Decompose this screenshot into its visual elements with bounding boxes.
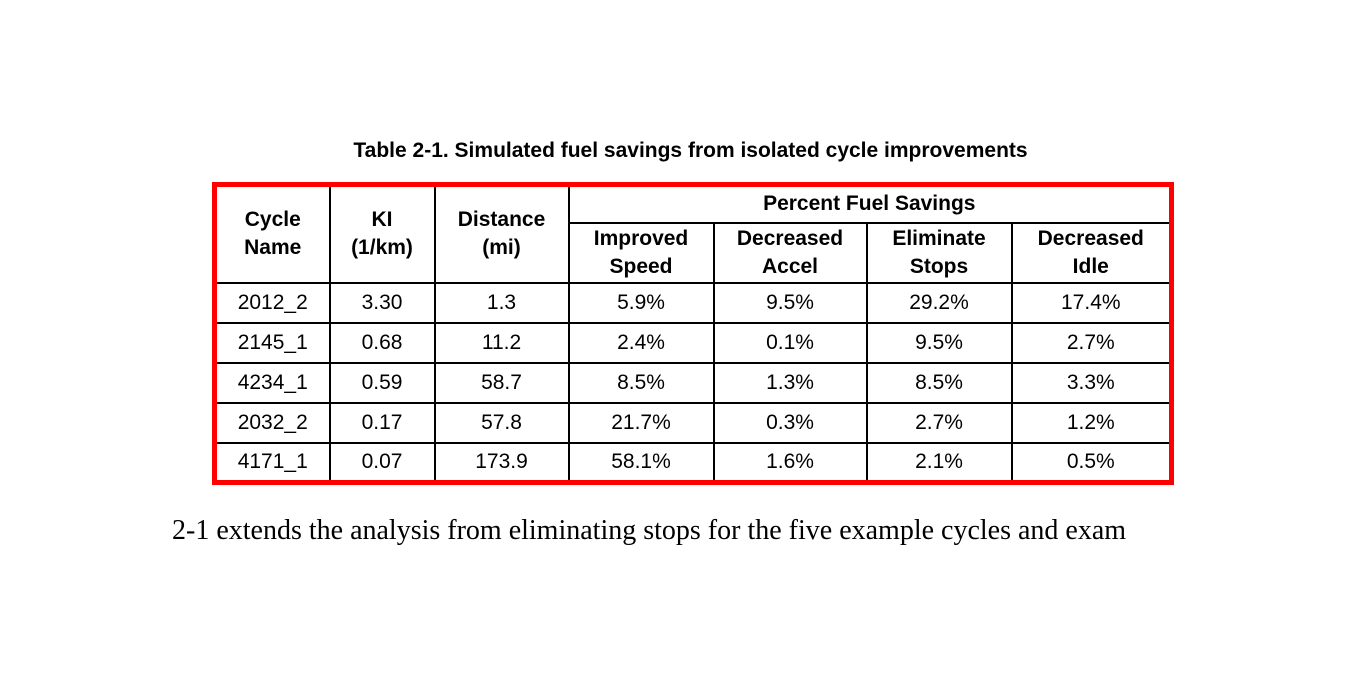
cell-eliminate-stops: 8.5% [865, 361, 1013, 404]
cell-decreased-accel: 1.3% [712, 361, 868, 404]
cell-eliminate-stops: 29.2% [865, 281, 1013, 324]
cell-eliminate-stops: 2.7% [865, 401, 1013, 444]
cell-eliminate-stops: 9.5% [865, 321, 1013, 364]
cell-cycle-name: 2145_1 [213, 321, 331, 364]
cell-decreased-accel: 0.3% [712, 401, 868, 444]
cell-decreased-idle: 2.7% [1010, 321, 1173, 364]
cell-cycle-name: 2012_2 [213, 281, 331, 324]
fuel-savings-table: Cycle Name KI (1/km) Distance (mi) Perce… [212, 182, 1175, 485]
cell-ki: 0.17 [328, 401, 436, 444]
cell-distance: 58.7 [433, 361, 570, 404]
table-row: 2012_2 3.30 1.3 5.9% 9.5% 29.2% 17.4% [213, 281, 1173, 324]
header-row-sub: Improved Speed Decreased Accel Eliminate… [215, 221, 1173, 284]
cell-ki: 3.30 [328, 281, 436, 324]
cell-ki: 0.68 [328, 321, 436, 364]
cell-improved-speed: 58.1% [567, 441, 715, 484]
cell-cycle-name: 4171_1 [213, 441, 331, 484]
cell-decreased-accel: 9.5% [712, 281, 868, 324]
cell-cycle-name: 4234_1 [213, 361, 331, 404]
cell-distance: 173.9 [433, 441, 570, 484]
header-row-group: Cycle Name KI (1/km) Distance (mi) Perce… [213, 183, 1173, 284]
col-header-improved-speed: Improved Speed [567, 221, 715, 284]
cell-decreased-idle: 17.4% [1010, 281, 1173, 324]
col-header-decreased-accel: Decreased Accel [712, 221, 868, 284]
cell-distance: 1.3 [433, 281, 570, 324]
table-row: 4171_1 0.07 173.9 58.1% 1.6% 2.1% 0.5% [213, 441, 1173, 484]
cell-improved-speed: 21.7% [567, 401, 715, 444]
cell-distance: 57.8 [433, 401, 570, 444]
cell-decreased-idle: 0.5% [1010, 441, 1173, 484]
table-row: 2145_1 0.68 11.2 2.4% 0.1% 9.5% 2.7% [213, 321, 1173, 364]
cell-decreased-accel: 0.1% [712, 321, 868, 364]
cell-improved-speed: 8.5% [567, 361, 715, 404]
cell-ki: 0.59 [328, 361, 436, 404]
col-header-cycle-name: Cycle Name [213, 183, 331, 284]
cell-decreased-idle: 1.2% [1010, 401, 1173, 444]
table-row: 4234_1 0.59 58.7 8.5% 1.3% 8.5% 3.3% [213, 361, 1173, 404]
col-group-header-percent-fuel-savings: Percent Fuel Savings [567, 183, 1173, 224]
cell-improved-speed: 2.4% [567, 321, 715, 364]
col-header-eliminate-stops: Eliminate Stops [865, 221, 1013, 284]
table-row: 2032_2 0.17 57.8 21.7% 0.3% 2.7% 1.2% [213, 401, 1173, 444]
cell-cycle-name: 2032_2 [213, 401, 331, 444]
col-header-decreased-idle: Decreased Idle [1010, 221, 1173, 284]
col-header-distance: Distance (mi) [433, 183, 570, 284]
table-caption: Table 2-1. Simulated fuel savings from i… [353, 139, 1028, 162]
cell-improved-speed: 5.9% [567, 281, 715, 324]
cell-decreased-idle: 3.3% [1010, 361, 1173, 404]
cell-eliminate-stops: 2.1% [865, 441, 1013, 484]
cell-ki: 0.07 [328, 441, 436, 484]
col-header-ki: KI (1/km) [328, 183, 436, 284]
body-paragraph: 2-1 extends the analysis from eliminatin… [172, 515, 1127, 546]
cell-distance: 11.2 [433, 321, 570, 364]
cell-decreased-accel: 1.6% [712, 441, 868, 484]
